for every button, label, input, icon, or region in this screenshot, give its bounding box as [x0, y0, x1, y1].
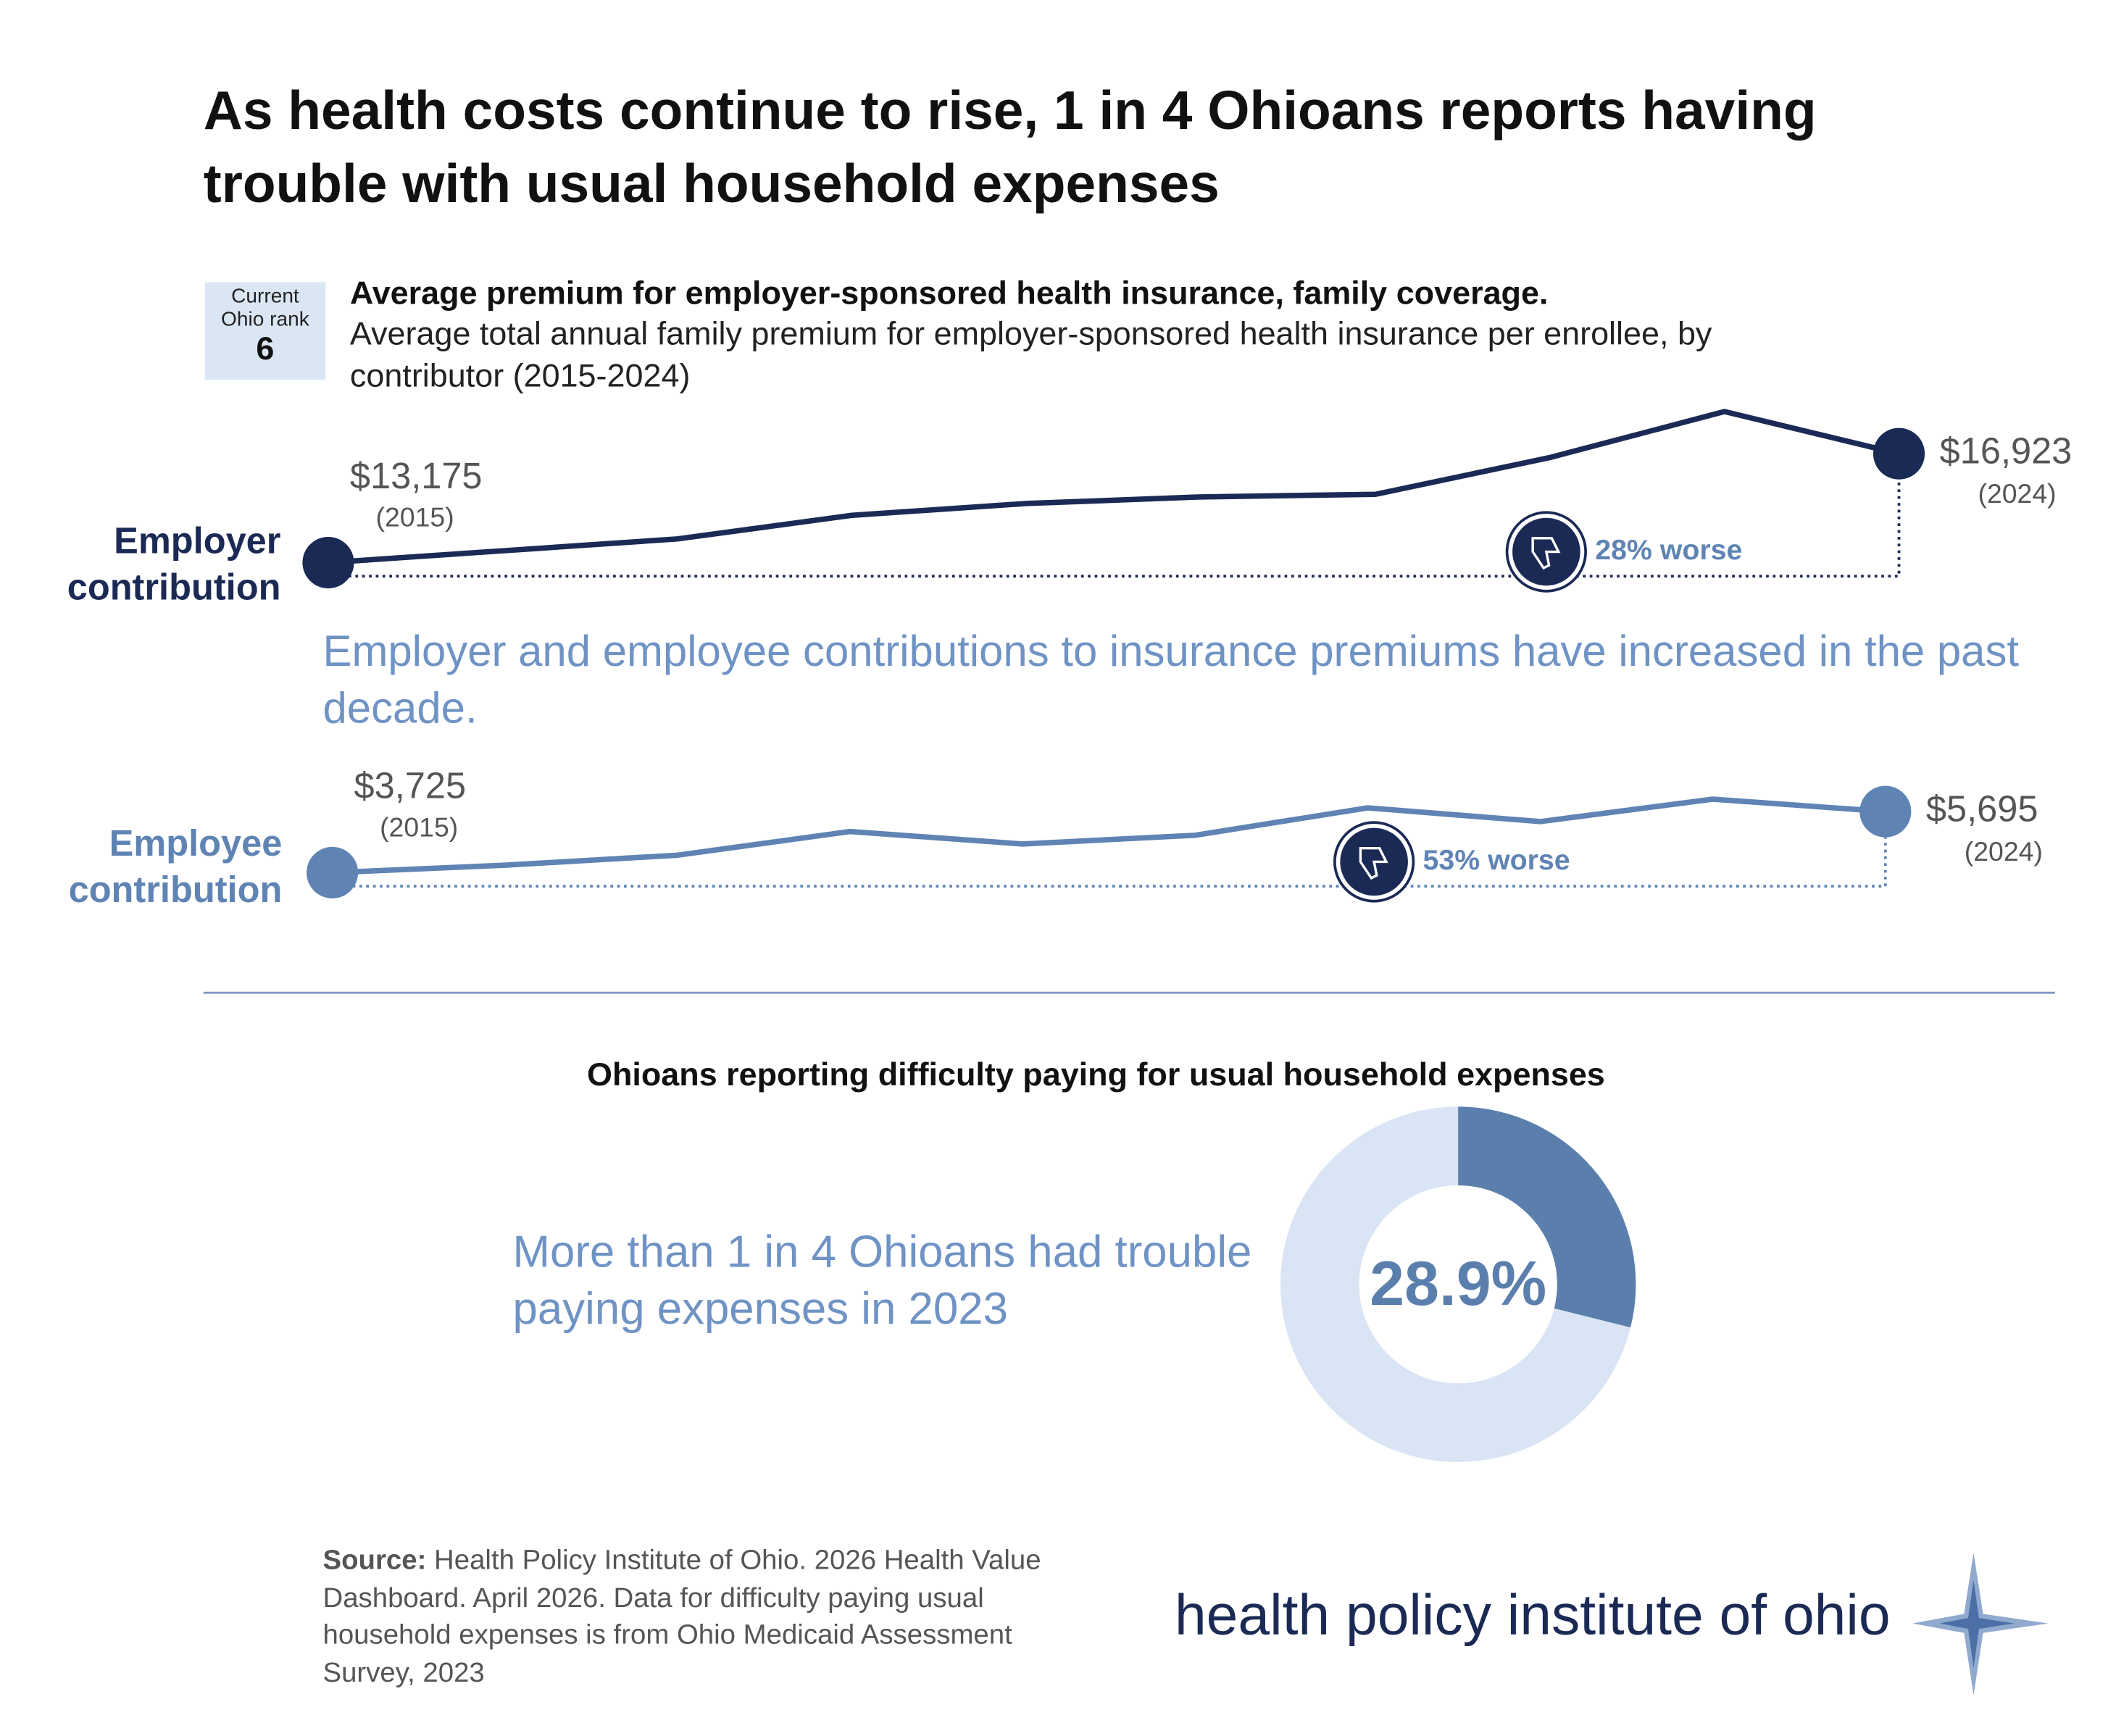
start-value-label: $3,725 [354, 765, 467, 806]
start-point [302, 536, 354, 589]
end-value-label: $16,923 [1940, 430, 2073, 472]
change-label: 28% worse [1595, 534, 1742, 566]
rank-value: 6 [256, 330, 275, 368]
end-value-label: $5,695 [1926, 788, 2038, 829]
title-box: As health costs continue to rise, 1 in 4… [203, 81, 1817, 214]
logo-star [1912, 1553, 2049, 1695]
rank-box-text: Current Ohio rank 6 [205, 286, 326, 368]
baseline-dotted [328, 454, 1901, 578]
series-line [328, 409, 1900, 566]
chart-title: Average premium for employer-sponsored h… [349, 275, 1549, 312]
rank-label: Current Ohio rank [221, 286, 309, 330]
star-inner [1939, 1579, 2015, 1669]
end-year-label: (2024) [1978, 478, 2056, 509]
annotation-box: Employer and employee contributions to i… [322, 626, 2020, 733]
donut-value-label: 28.9% [1370, 1249, 1546, 1319]
rank-wrap: Current Ohio rank 6 [205, 286, 326, 368]
change-label: 53% worse [1423, 844, 1570, 876]
source-text: Health Policy Institute of Ohio. 2026 He… [322, 1545, 1041, 1689]
start-year-label: (2015) [380, 811, 458, 842]
source-box: Source: Health Policy Institute of Ohio.… [322, 1542, 1109, 1692]
series-name-box: Employee contribution [68, 823, 283, 910]
donut-segment [1458, 1106, 1636, 1328]
title: As health costs continue to rise, 1 in 4… [203, 81, 1817, 214]
end-year-label: (2024) [1965, 836, 2043, 867]
thumb-glyph [1531, 537, 1561, 570]
logo-text: health policy institute of ohio [1175, 1583, 1891, 1647]
donut-annotation: More than 1 in 4 Ohioans had trouble pay… [512, 1226, 1252, 1334]
baseline-dotted [332, 811, 1887, 888]
series-name: Employee contribution [68, 823, 283, 910]
series-name-box: Employer contribution [67, 520, 281, 608]
series-line [332, 796, 1886, 876]
thumb-glyph [1359, 847, 1388, 880]
end-point [1859, 785, 1912, 838]
heading-wrap: Average premium for employer-sponsored h… [350, 275, 1815, 397]
start-point [307, 846, 359, 898]
chart-heading: Average premium for employer-sponsored h… [350, 275, 1815, 397]
chart-subtitle: Average total annual family premium for … [349, 315, 1712, 395]
donut-annotation-box: More than 1 in 4 Ohioans had trouble pay… [512, 1226, 1252, 1334]
rank-box [204, 282, 326, 380]
donut-title: Ohioans reporting difficulty paying for … [587, 1056, 1605, 1093]
series-name: Employer contribution [67, 520, 281, 608]
source: Source: Health Policy Institute of Ohio.… [322, 1542, 1109, 1692]
start-year-label: (2015) [375, 502, 454, 533]
annotation: Employer and employee contributions to i… [322, 626, 2020, 733]
start-value-label: $13,175 [350, 455, 483, 496]
end-point [1873, 427, 1925, 480]
source-label: Source: [322, 1545, 427, 1577]
